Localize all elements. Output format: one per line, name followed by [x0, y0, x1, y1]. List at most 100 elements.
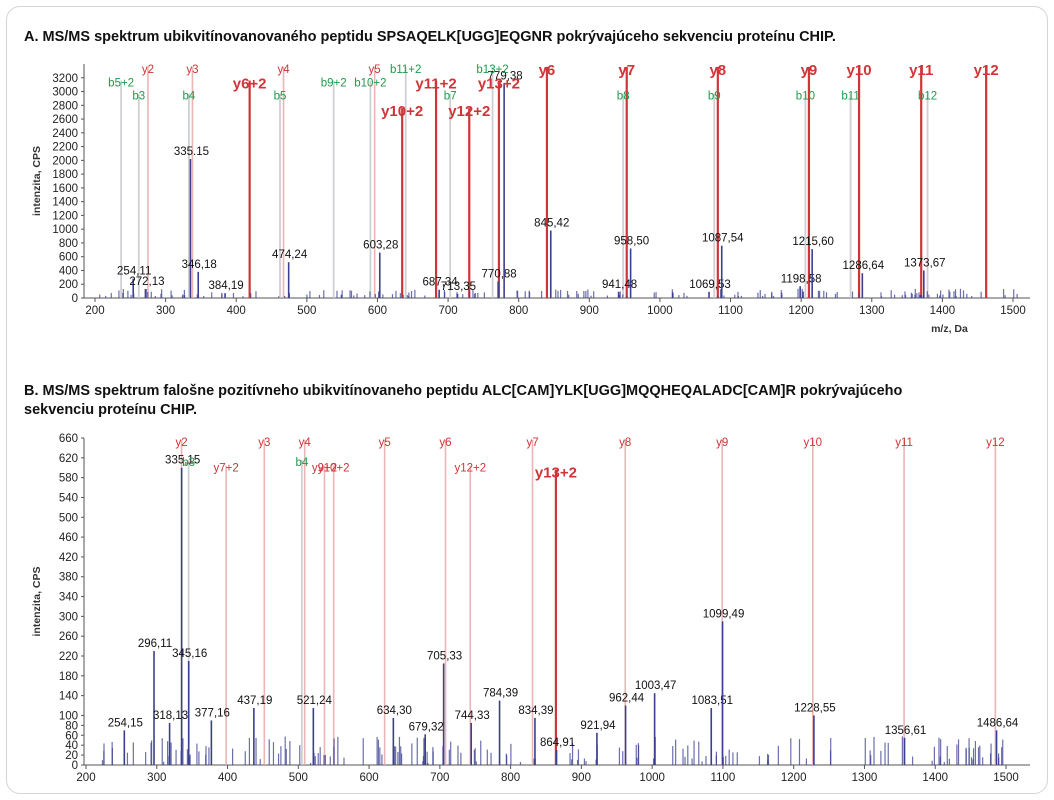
peak-label: 784,39 — [483, 688, 518, 700]
peak-label: 377,16 — [195, 707, 230, 719]
fragment-ion-label: y7+2 — [213, 463, 238, 475]
x-tick-label: 900 — [572, 772, 591, 784]
peak-label: 335.15 — [174, 146, 209, 158]
x-tick-label: 1000 — [647, 305, 673, 317]
x-tick-label: 300 — [156, 305, 175, 317]
fragment-ion-label: y2 — [142, 64, 154, 76]
peak-label: 254,15 — [108, 717, 143, 729]
y-tick-label: 600 — [59, 252, 78, 264]
y-tick-label: 460 — [59, 532, 78, 544]
x-tick-label: 200 — [85, 305, 104, 317]
fragment-ion-label: b3 — [132, 91, 145, 103]
peak-label: 1228,55 — [794, 702, 836, 714]
fragment-ion-label: b11 — [841, 91, 859, 103]
x-tick-label: 1100 — [711, 772, 736, 784]
fragment-ion-label: b13+2 — [476, 64, 508, 76]
fragment-ion-label: y12+2 — [454, 463, 486, 475]
panel-b-title-line1: B. MS/MS spektrum falošne pozitívneho ub… — [24, 383, 903, 399]
peak-label: 962,44 — [609, 693, 645, 705]
fragment-ion-label: y5 — [369, 64, 381, 76]
y-tick-label: 380 — [59, 572, 78, 584]
x-tick-label: 1000 — [639, 772, 665, 784]
fragment-ion-label: y12 — [974, 62, 999, 79]
y-tick-label: 200 — [59, 279, 78, 291]
y-axis-title: intenzita, CPS — [31, 566, 43, 636]
fragment-ion-label: y12+2 — [448, 103, 490, 120]
fragment-ion-label: b9 — [708, 91, 721, 103]
peak-label: 272,13 — [129, 276, 164, 288]
y-tick-label: 0 — [72, 293, 78, 305]
peak-label: 1083,51 — [691, 695, 733, 707]
fragment-ion-label: y10 — [847, 62, 872, 79]
fragment-ion-label: y9 — [716, 437, 728, 449]
fragment-ion-label: y13+2 — [478, 76, 520, 93]
y-tick-label: 340 — [59, 592, 78, 604]
peak-label: 679,32 — [409, 721, 444, 733]
y-tick-label: 80 — [65, 720, 78, 732]
peak-label: 941,48 — [602, 279, 637, 291]
y-tick-label: 100 — [59, 710, 78, 722]
fragment-ion-label: y4 — [299, 437, 312, 449]
fragment-ion-label: y10+2 — [318, 463, 350, 475]
fragment-ion-label: y11 — [895, 437, 913, 449]
x-tick-label: 1100 — [718, 305, 743, 317]
fragment-ion-label: y13+2 — [535, 465, 577, 482]
y-tick-label: 260 — [59, 631, 78, 643]
peak-label: 705,33 — [427, 650, 462, 662]
fragment-ion-label: b5+2 — [108, 78, 134, 90]
peak-label: 834,39 — [518, 705, 553, 717]
x-tick-label: 700 — [438, 305, 457, 317]
y-tick-label: 40 — [65, 740, 78, 752]
figure-frame — [6, 6, 1048, 794]
fragment-ion-label: y6+2 — [233, 76, 267, 93]
x-tick-label: 600 — [359, 772, 378, 784]
peak-label: 770,88 — [482, 268, 517, 280]
peak-label: 921,94 — [580, 720, 616, 732]
fragment-ion-label: y6 — [539, 62, 556, 79]
peak-label: 1099,49 — [703, 608, 745, 620]
peak-label: 1356,61 — [885, 725, 927, 737]
x-tick-label: 400 — [227, 305, 246, 317]
x-tick-label: 400 — [218, 772, 237, 784]
peak-label: 384,19 — [208, 280, 243, 292]
x-tick-label: 1500 — [993, 772, 1019, 784]
peak-label: 521,24 — [297, 695, 333, 707]
peak-label: 744,33 — [455, 710, 490, 722]
peak-label: 254,11 — [117, 266, 151, 278]
peak-label: 713,35 — [441, 281, 476, 293]
fragment-ion-label: b11+2 — [390, 64, 421, 76]
panel-b-title-line2: sekvenciu proteínu CHIP. — [24, 402, 197, 418]
fragment-ion-label: b5 — [274, 91, 287, 103]
peak-label: 603,28 — [363, 240, 398, 252]
fragment-ion-label: y7 — [526, 437, 538, 449]
fragment-ion-label: b7 — [444, 91, 457, 103]
y-tick-label: 500 — [59, 512, 78, 524]
x-tick-label: 900 — [580, 305, 599, 317]
y-tick-label: 660 — [59, 433, 78, 445]
peak-label: 1069,53 — [689, 279, 731, 291]
x-axis-title: m/z, Da — [931, 323, 968, 335]
y-tick-label: 2400 — [52, 128, 78, 140]
fragment-ion-label: b10+2 — [354, 78, 386, 90]
peak-label: 958,50 — [614, 235, 649, 247]
fragment-ion-label: y3 — [258, 437, 270, 449]
x-tick-label: 800 — [501, 772, 520, 784]
peak-label: 779,38 — [488, 70, 523, 82]
peak-label: 845,42 — [534, 218, 569, 230]
fragment-ion-label: y11+2 — [415, 76, 456, 93]
x-tick-label: 600 — [368, 305, 387, 317]
x-tick-label: 1400 — [922, 772, 948, 784]
peak-label: 1198,58 — [781, 273, 822, 285]
fragment-ion-label: y6 — [439, 437, 451, 449]
panel-a-title: A. MS/MS spektrum ubikvitínovanovaného p… — [24, 29, 836, 45]
y-tick-label: 180 — [59, 671, 78, 683]
peak-label: 687,34 — [423, 277, 459, 289]
peak-label: 318,13 — [153, 710, 188, 722]
y-tick-label: 220 — [59, 651, 78, 663]
fragment-ion-label: y8 — [619, 437, 631, 449]
y-tick-label: 800 — [59, 238, 78, 250]
fragment-ion-label: b12 — [918, 91, 937, 103]
peak-label: 345,16 — [172, 648, 207, 660]
fragment-ion-label: b4 — [295, 457, 308, 469]
